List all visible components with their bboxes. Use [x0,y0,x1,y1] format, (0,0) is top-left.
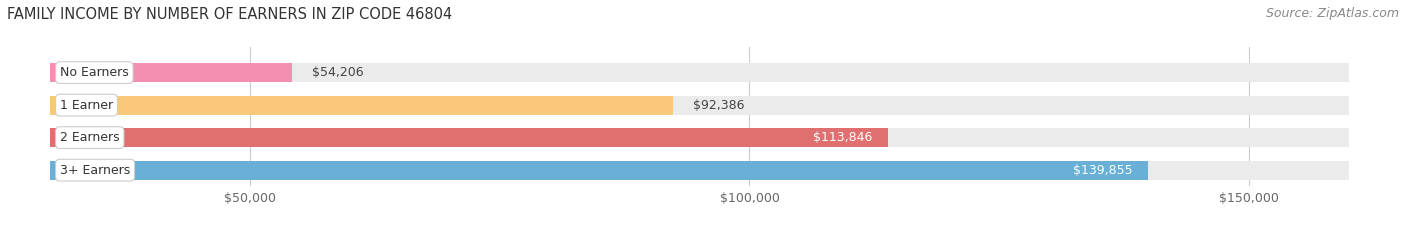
Bar [51,63,1348,82]
Bar [51,63,292,82]
Text: 2 Earners: 2 Earners [60,131,120,144]
Text: $54,206: $54,206 [312,66,364,79]
Bar [51,161,1348,180]
Text: Source: ZipAtlas.com: Source: ZipAtlas.com [1265,7,1399,20]
Bar [51,161,1147,180]
Text: $139,855: $139,855 [1073,164,1133,177]
Bar [51,128,887,147]
Bar [51,96,673,115]
Text: $92,386: $92,386 [693,99,745,112]
Text: 1 Earner: 1 Earner [60,99,112,112]
Text: $113,846: $113,846 [814,131,873,144]
Bar [51,96,1348,115]
Bar [51,128,1348,147]
Text: No Earners: No Earners [60,66,129,79]
Text: 3+ Earners: 3+ Earners [60,164,131,177]
Text: FAMILY INCOME BY NUMBER OF EARNERS IN ZIP CODE 46804: FAMILY INCOME BY NUMBER OF EARNERS IN ZI… [7,7,453,22]
